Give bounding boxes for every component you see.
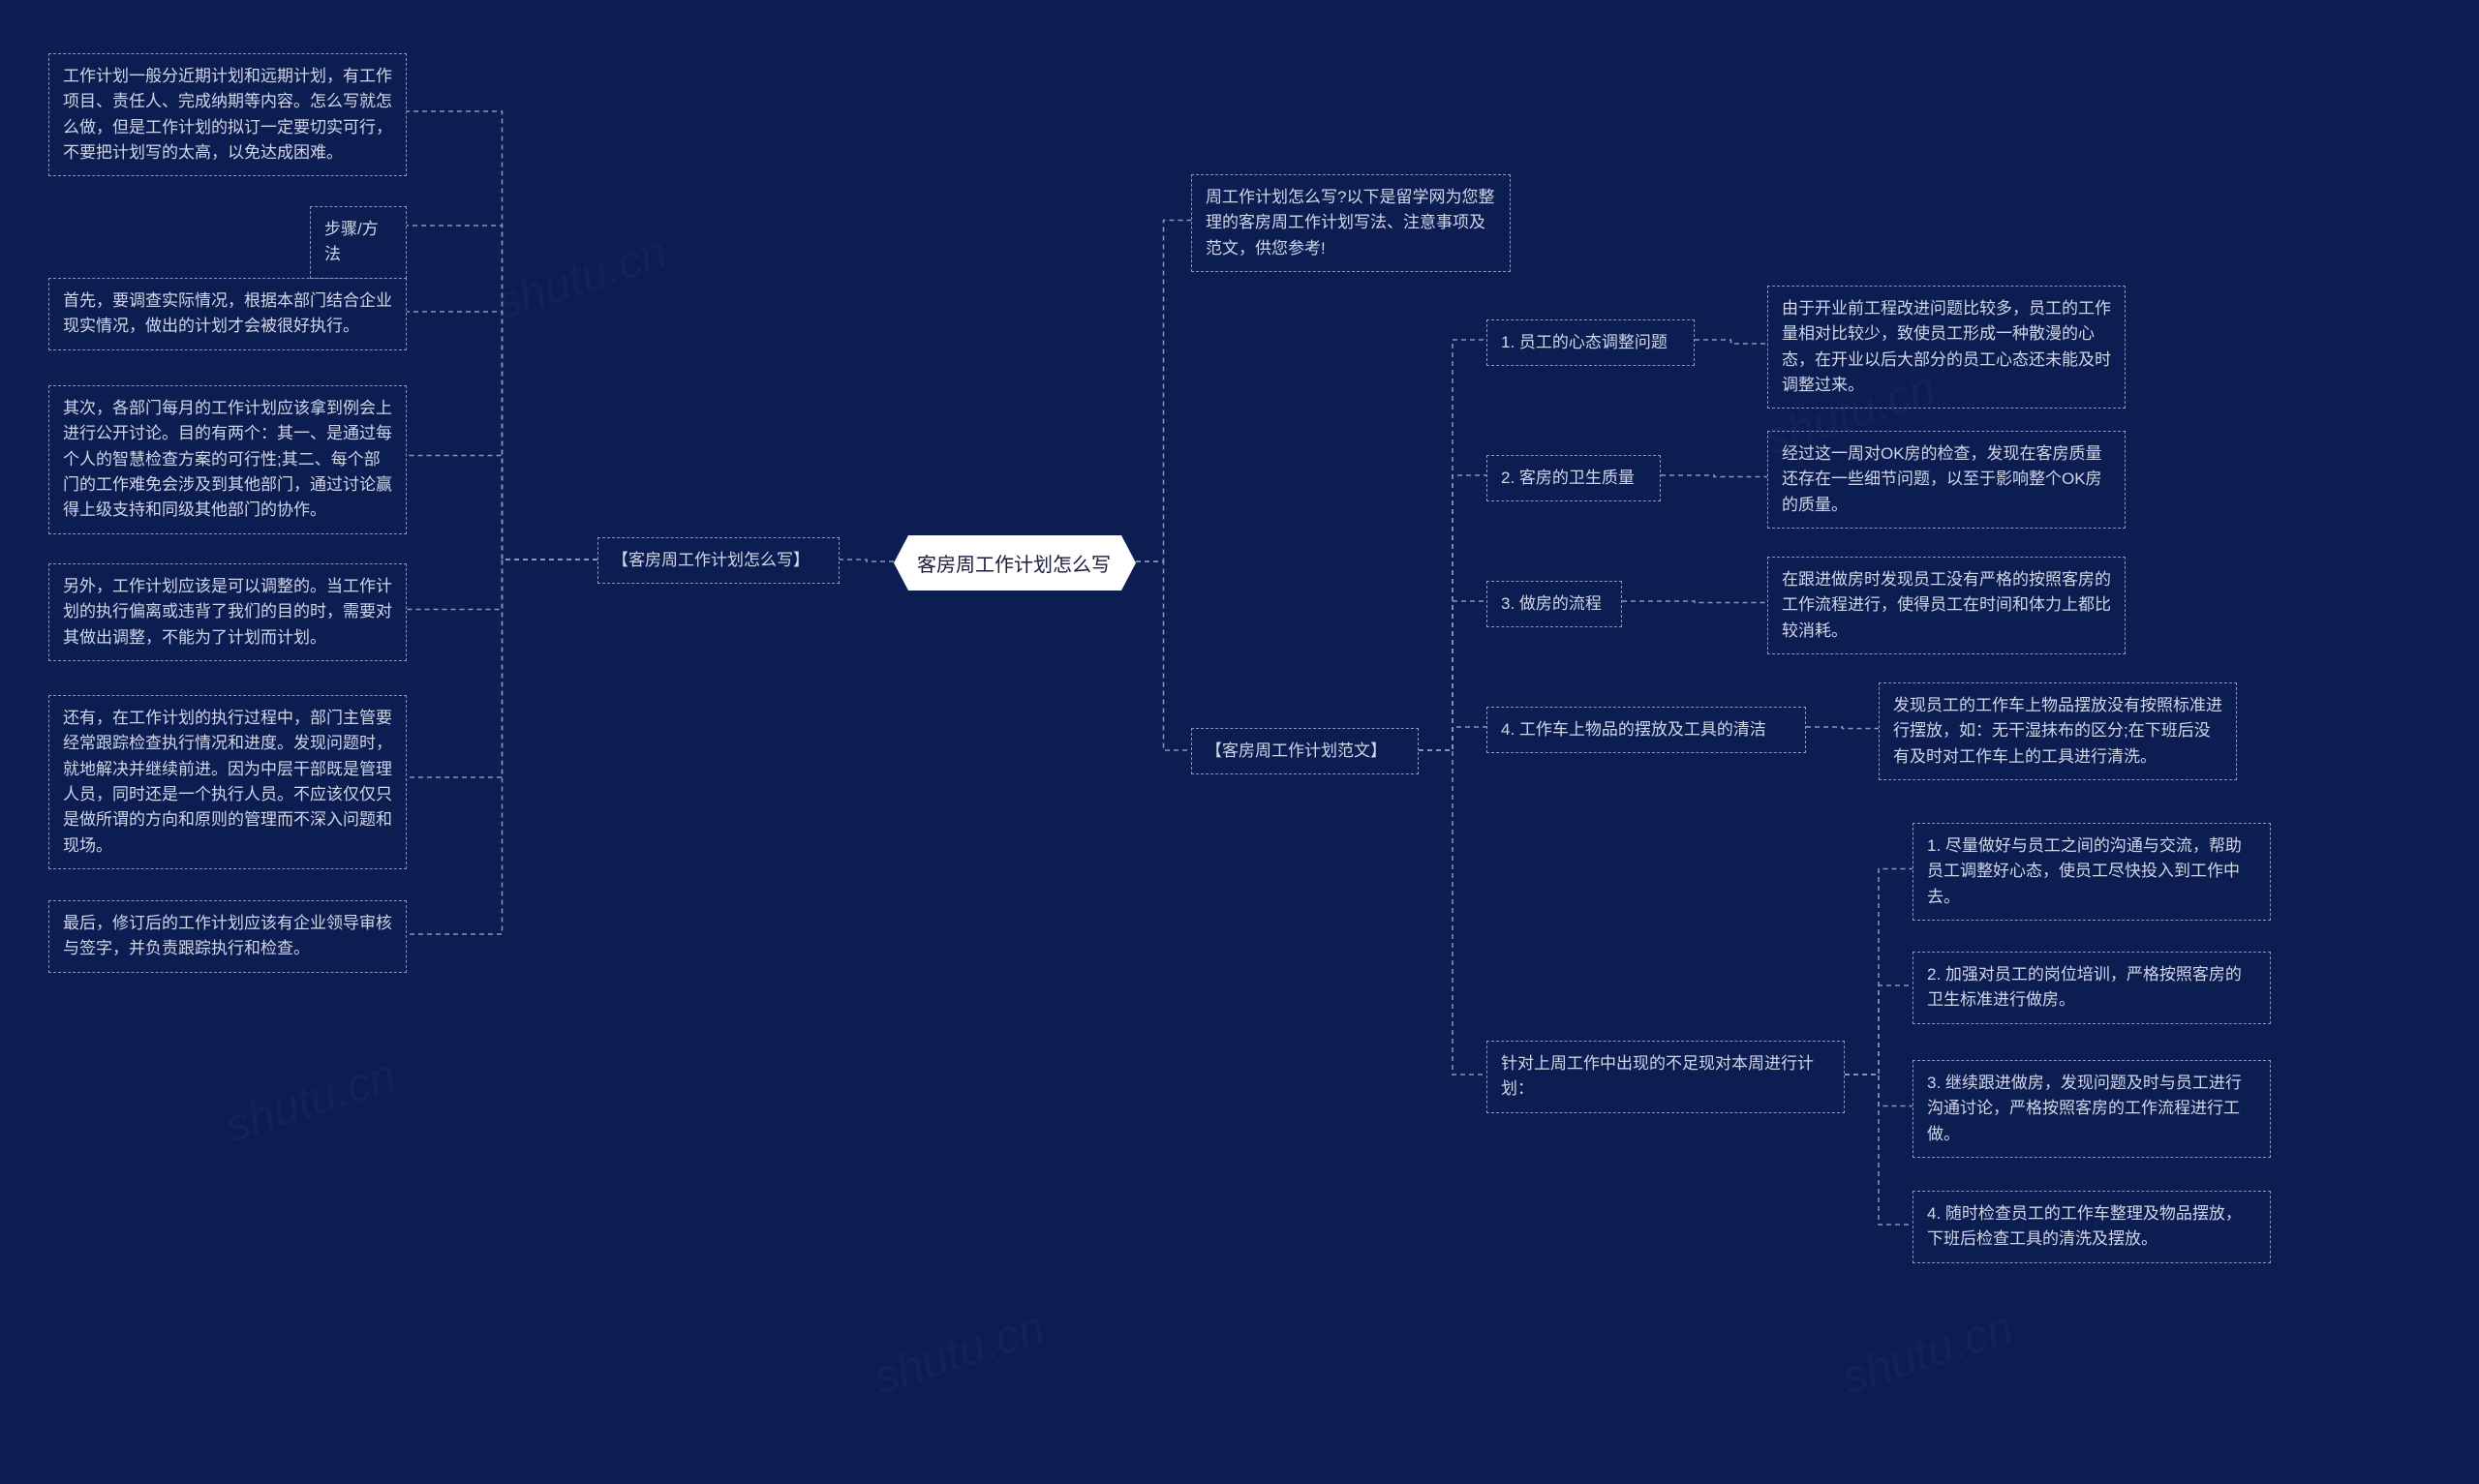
watermark: shutu.cn bbox=[1836, 1300, 2020, 1405]
connector bbox=[1419, 727, 1486, 750]
mind-map-node: 4. 随时检查员工的工作车整理及物品摆放，下班后检查工具的清洗及摆放。 bbox=[1913, 1191, 2271, 1263]
mind-map-node: 周工作计划怎么写?以下是留学网为您整理的客房周工作计划写法、注意事项及范文，供您… bbox=[1191, 174, 1511, 272]
connector bbox=[407, 456, 597, 560]
connector bbox=[407, 226, 597, 560]
connector bbox=[1136, 561, 1191, 750]
connector bbox=[1845, 985, 1913, 1075]
mind-map-node: 在跟进做房时发现员工没有严格的按照客房的工作流程进行，使得员工在时间和体力上都比… bbox=[1767, 557, 2126, 654]
connector bbox=[1419, 475, 1486, 750]
connector bbox=[407, 111, 597, 560]
mind-map-node: 首先，要调查实际情况，根据本部门结合企业现实情况，做出的计划才会被很好执行。 bbox=[48, 278, 407, 350]
mind-map-node: 4. 工作车上物品的摆放及工具的清洁 bbox=[1486, 707, 1806, 753]
connector bbox=[407, 560, 597, 934]
connector bbox=[1845, 1075, 1913, 1225]
mind-map-node: 另外，工作计划应该是可以调整的。当工作计划的执行偏离或违背了我们的目的时，需要对… bbox=[48, 563, 407, 661]
mind-map-node: 最后，修订后的工作计划应该有企业领导审核与签字，并负责跟踪执行和检查。 bbox=[48, 900, 407, 973]
mind-map-node: 工作计划一般分近期计划和远期计划，有工作项目、责任人、完成纳期等内容。怎么写就怎… bbox=[48, 53, 407, 176]
mind-map-node: 发现员工的工作车上物品摆放没有按照标准进行摆放，如：无干湿抹布的区分;在下班后没… bbox=[1879, 682, 2237, 780]
mind-map-node: 其次，各部门每月的工作计划应该拿到例会上进行公开讨论。目的有两个：其一、是通过每… bbox=[48, 385, 407, 534]
connector bbox=[1136, 221, 1191, 562]
mind-map-node: 2. 客房的卫生质量 bbox=[1486, 455, 1661, 501]
connector bbox=[407, 560, 597, 610]
mind-map-node: 经过这一周对OK房的检查，发现在客房质量还存在一些细节问题，以至于影响整个OK房… bbox=[1767, 431, 2126, 529]
connector bbox=[1622, 601, 1767, 603]
connector bbox=[1419, 601, 1486, 750]
mind-map-node: 【客房周工作计划怎么写】 bbox=[597, 537, 840, 584]
mind-map-node: 1. 尽量做好与员工之间的沟通与交流，帮助员工调整好心态，使员工尽快投入到工作中… bbox=[1913, 823, 2271, 921]
watermark: shutu.cn bbox=[490, 226, 674, 330]
connector bbox=[840, 560, 894, 561]
connector bbox=[1661, 475, 1767, 477]
mind-map-node: 步骤/方法 bbox=[310, 206, 407, 279]
mind-map-node: 还有，在工作计划的执行过程中，部门主管要经常跟踪检查执行情况和进度。发现问题时，… bbox=[48, 695, 407, 869]
connector bbox=[1419, 750, 1486, 1075]
connector bbox=[1419, 340, 1486, 750]
connector bbox=[407, 560, 597, 777]
mind-map-node: 3. 做房的流程 bbox=[1486, 581, 1622, 627]
watermark: shutu.cn bbox=[219, 1048, 403, 1153]
connector bbox=[1695, 340, 1767, 344]
mind-map-node: 3. 继续跟进做房，发现问题及时与员工进行沟通讨论，严格按照客房的工作流程进行工… bbox=[1913, 1060, 2271, 1158]
watermark: shutu.cn bbox=[868, 1300, 1052, 1405]
mind-map-node: 2. 加强对员工的岗位培训，严格按照客房的卫生标准进行做房。 bbox=[1913, 952, 2271, 1024]
connector bbox=[1845, 869, 1913, 1075]
mind-map-node: 1. 员工的心态调整问题 bbox=[1486, 319, 1695, 366]
mind-map-node: 【客房周工作计划范文】 bbox=[1191, 728, 1419, 774]
mind-map-node: 由于开业前工程改进问题比较多，员工的工作量相对比较少，致使员工形成一种散漫的心态… bbox=[1767, 286, 2126, 409]
connector bbox=[1845, 1075, 1913, 1106]
mind-map-node: 针对上周工作中出现的不足现对本周进行计划： bbox=[1486, 1041, 1845, 1113]
mind-map-root: 客房周工作计划怎么写 bbox=[894, 535, 1136, 591]
connector bbox=[407, 312, 597, 560]
connector bbox=[1806, 727, 1879, 729]
